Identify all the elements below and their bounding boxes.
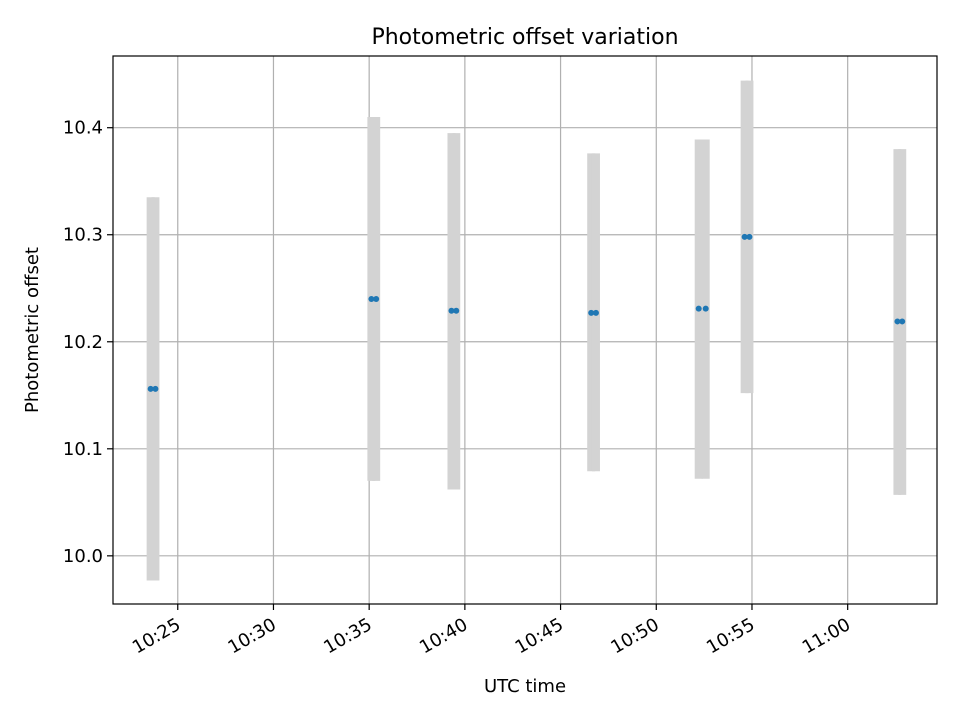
data-point <box>899 318 906 325</box>
data-point <box>894 318 901 325</box>
data-point <box>588 309 595 316</box>
data-points <box>147 233 906 392</box>
y-axis-ticks: 10.0 10.1 10.2 10.3 10.4 <box>63 118 113 567</box>
data-point <box>152 385 159 392</box>
data-point <box>448 307 455 314</box>
x-axis-label: UTC time <box>484 676 566 697</box>
data-point <box>741 233 748 240</box>
y-axis-label: Photometric offset <box>22 247 43 413</box>
y-tick-label: 10.4 <box>63 118 103 139</box>
y-tick-label: 10.3 <box>63 225 103 246</box>
data-point <box>147 385 154 392</box>
data-point <box>702 305 709 312</box>
axes-frame <box>112 55 938 605</box>
data-point <box>695 305 702 312</box>
data-point <box>592 309 599 316</box>
y-tick-label: 10.0 <box>63 546 103 567</box>
plot-area <box>113 56 937 604</box>
y-tick-label: 10.2 <box>63 332 103 353</box>
chart-title: Photometric offset variation <box>371 25 678 50</box>
data-point <box>453 307 460 314</box>
data-point <box>373 295 380 302</box>
data-point <box>368 295 375 302</box>
data-point <box>746 233 753 240</box>
y-tick-label: 10.1 <box>63 439 103 460</box>
